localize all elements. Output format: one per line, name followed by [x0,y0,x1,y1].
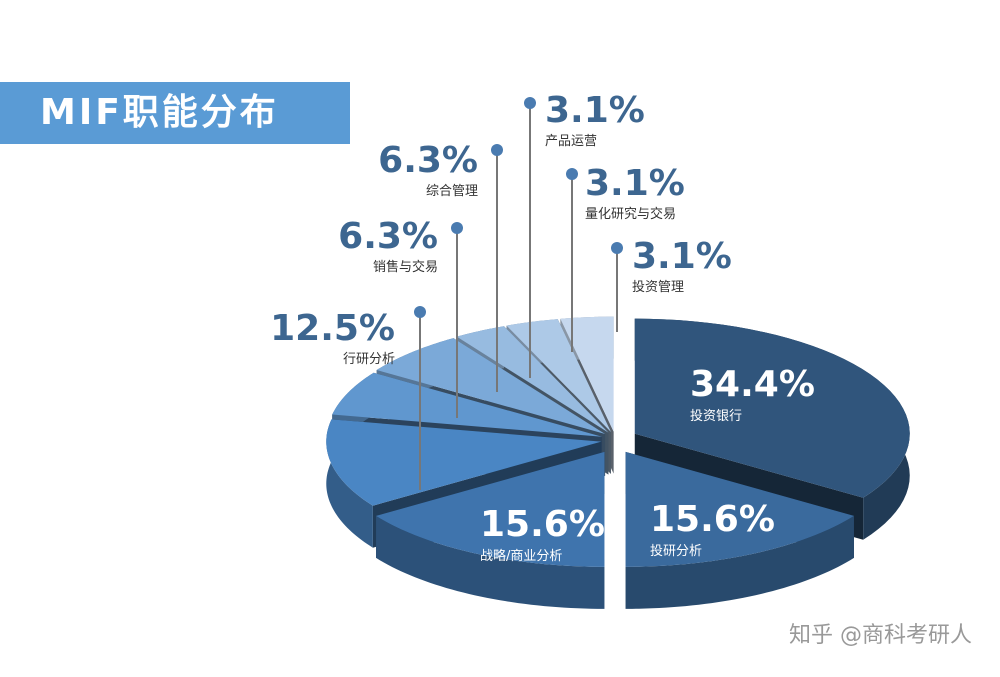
slice-side [376,515,605,609]
slice-top [326,419,602,506]
slice-side [625,515,854,609]
slice-top [376,451,605,567]
slice-label-6: 3.1% 产品运营 [545,90,645,150]
slice-top [376,338,606,435]
slice-top [625,451,854,567]
leader-dot-3 [414,306,426,318]
slice-label-0: 34.4% 投资银行 [690,364,815,425]
slice-label-4: 6.3% 销售与交易 [338,216,438,276]
slice-label-5: 6.3% 综合管理 [378,140,478,200]
slice-top [506,319,611,432]
pie-slice-1 [625,451,854,609]
slice-top [634,318,910,498]
slice-label-8: 3.1% 投资管理 [632,236,732,296]
slice-label-1: 15.6% 投研分析 [650,499,775,560]
slice-label-3: 12.5% 行研分析 [270,308,395,368]
slice-top [560,316,614,432]
leader-dot-5 [491,144,503,156]
slice-top [456,326,609,433]
slice-top [332,372,603,437]
slice-label-7: 3.1% 量化研究与交易 [585,163,685,223]
leader-dot-6 [524,97,536,109]
watermark: 知乎 @商科考研人 [789,623,972,648]
pie-slice-2 [376,451,605,609]
slice-side [326,419,373,548]
slice-label-2: 15.6% 战略/商业分析 [480,504,605,565]
leader-dot-8 [611,242,623,254]
leader-dot-4 [451,222,463,234]
chart-title: MIF职能分布 [0,82,350,144]
leader-dot-7 [566,168,578,180]
